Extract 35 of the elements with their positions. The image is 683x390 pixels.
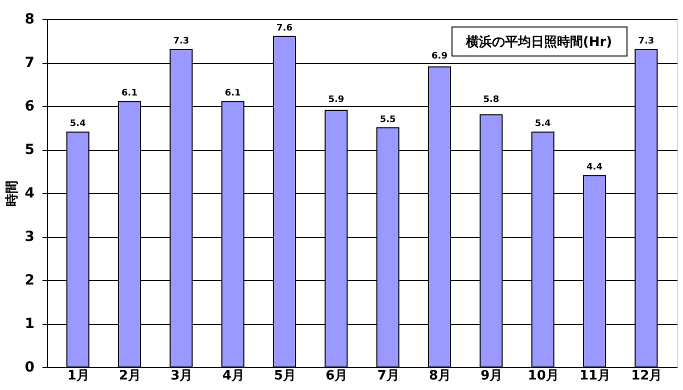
y-tick-label: 2 bbox=[24, 272, 34, 288]
data-label: 5.9 bbox=[328, 95, 344, 105]
x-tick-label: 1月 bbox=[67, 368, 90, 384]
x-tick-label: 2月 bbox=[118, 368, 142, 384]
x-tick-label: 6月 bbox=[326, 368, 348, 384]
x-tick-label: 9月 bbox=[480, 368, 503, 384]
data-label: 6.1 bbox=[224, 88, 241, 99]
y-tick-label: 0 bbox=[24, 360, 35, 376]
x-tick-label: 8月 bbox=[428, 368, 452, 384]
data-label: 7.6 bbox=[276, 23, 292, 34]
y-axis-title: 時間 bbox=[4, 180, 20, 206]
data-label: 7.3 bbox=[173, 36, 190, 46]
y-tick-label: 6 bbox=[24, 98, 34, 114]
x-tick-label: 7月 bbox=[377, 368, 400, 384]
data-label: 5.4 bbox=[534, 119, 551, 130]
y-tick-label: 3 bbox=[24, 229, 34, 245]
x-tick-label: 3月 bbox=[170, 368, 193, 384]
y-tick-label: 8 bbox=[24, 12, 34, 28]
x-tick-label: 11月 bbox=[579, 368, 611, 384]
y-tick-label: 7 bbox=[24, 55, 34, 71]
data-label: 6.1 bbox=[122, 88, 138, 99]
x-tick-label: 10月 bbox=[528, 368, 559, 384]
y-tick-label: 1 bbox=[24, 316, 34, 332]
data-label: 5.8 bbox=[483, 95, 500, 105]
x-tick-label: 5月 bbox=[274, 368, 296, 384]
text: 横浜の平均日照時間(Hr) bbox=[464, 34, 612, 50]
y-tick-label: 5 bbox=[24, 142, 34, 158]
data-label: 5.4 bbox=[70, 119, 86, 130]
data-label: 7.3 bbox=[638, 36, 654, 46]
data-label: 6.9 bbox=[432, 52, 448, 62]
y-tick-label: 4 bbox=[24, 186, 35, 202]
x-tick-label: 12月 bbox=[631, 368, 662, 384]
data-label: 4.4 bbox=[586, 162, 602, 173]
x-tick-label: 4月 bbox=[222, 368, 244, 384]
data-label: 5.5 bbox=[380, 114, 396, 125]
